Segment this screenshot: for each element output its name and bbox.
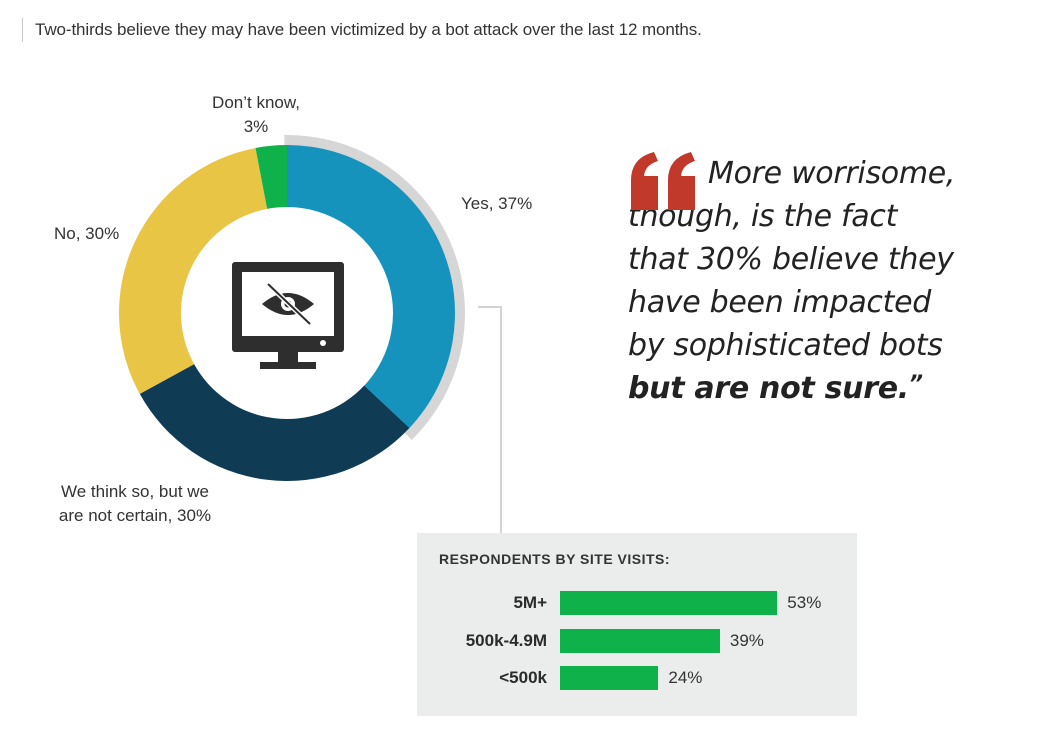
bar-value-label: 39% [729,631,764,650]
quote-mark-icon [631,152,695,210]
bar-value-label: 24% [668,668,703,687]
quote-line-6: but are not sure.” [628,367,1028,410]
label-dont-know-line2: 3% [243,117,269,136]
panel-title: RESPONDENTS BY SITE VISITS: [439,551,671,567]
label-dont-know-line1: Don’t know, [212,93,300,112]
bar [560,591,778,615]
pull-quote: More worrisome, though, is the fact that… [628,152,1028,410]
label-think-so-line2: are not certain, 30% [58,506,212,525]
header-rule [22,18,23,42]
donut-chart [118,135,466,482]
quote-line-1: More worrisome, [708,156,956,191]
quote-line-3: that 30% believe they [628,242,954,277]
bar-category-label: <500k [499,668,547,687]
label-think-so: We think so, but we are not certain, 30% [40,480,230,528]
donut-slice-3 [255,145,287,209]
label-no: No, 30% [54,224,120,243]
connector-line-vertical [500,306,502,534]
header: Two-thirds believe they may have been vi… [22,18,702,42]
label-yes: Yes, 37% [461,194,533,213]
donut-slice-0 [287,145,455,429]
bar-category-label: 500k-4.9M [465,631,547,650]
donut-slice-2 [118,147,268,394]
bar-value-label: 53% [787,593,822,612]
label-think-so-line1: We think so, but we [60,482,210,501]
quote-bold-text: but are not sure. [628,371,909,406]
donut-slices [118,135,466,482]
bar [560,629,720,653]
bar-row: <500k 24% [417,666,857,690]
connector-line-horizontal [478,306,502,308]
quote-close-mark: ” [908,372,923,397]
bar-row: 5M+ 53% [417,591,857,615]
donut-slice-1 [139,364,410,482]
monitor-hidden-eye-icon [232,262,344,369]
label-dont-know: Don’t know, 3% [196,91,316,139]
header-text: Two-thirds believe they may have been vi… [35,20,702,39]
quote-line-4: have been impacted [628,285,931,320]
bar-category-label: 5M+ [513,593,547,612]
bar-row: 500k-4.9M 39% [417,629,857,653]
bar [560,666,659,690]
site-visits-panel: RESPONDENTS BY SITE VISITS: 5M+ 53% 500k-4… [417,533,857,716]
quote-line-5: by sophisticated bots [628,328,943,363]
